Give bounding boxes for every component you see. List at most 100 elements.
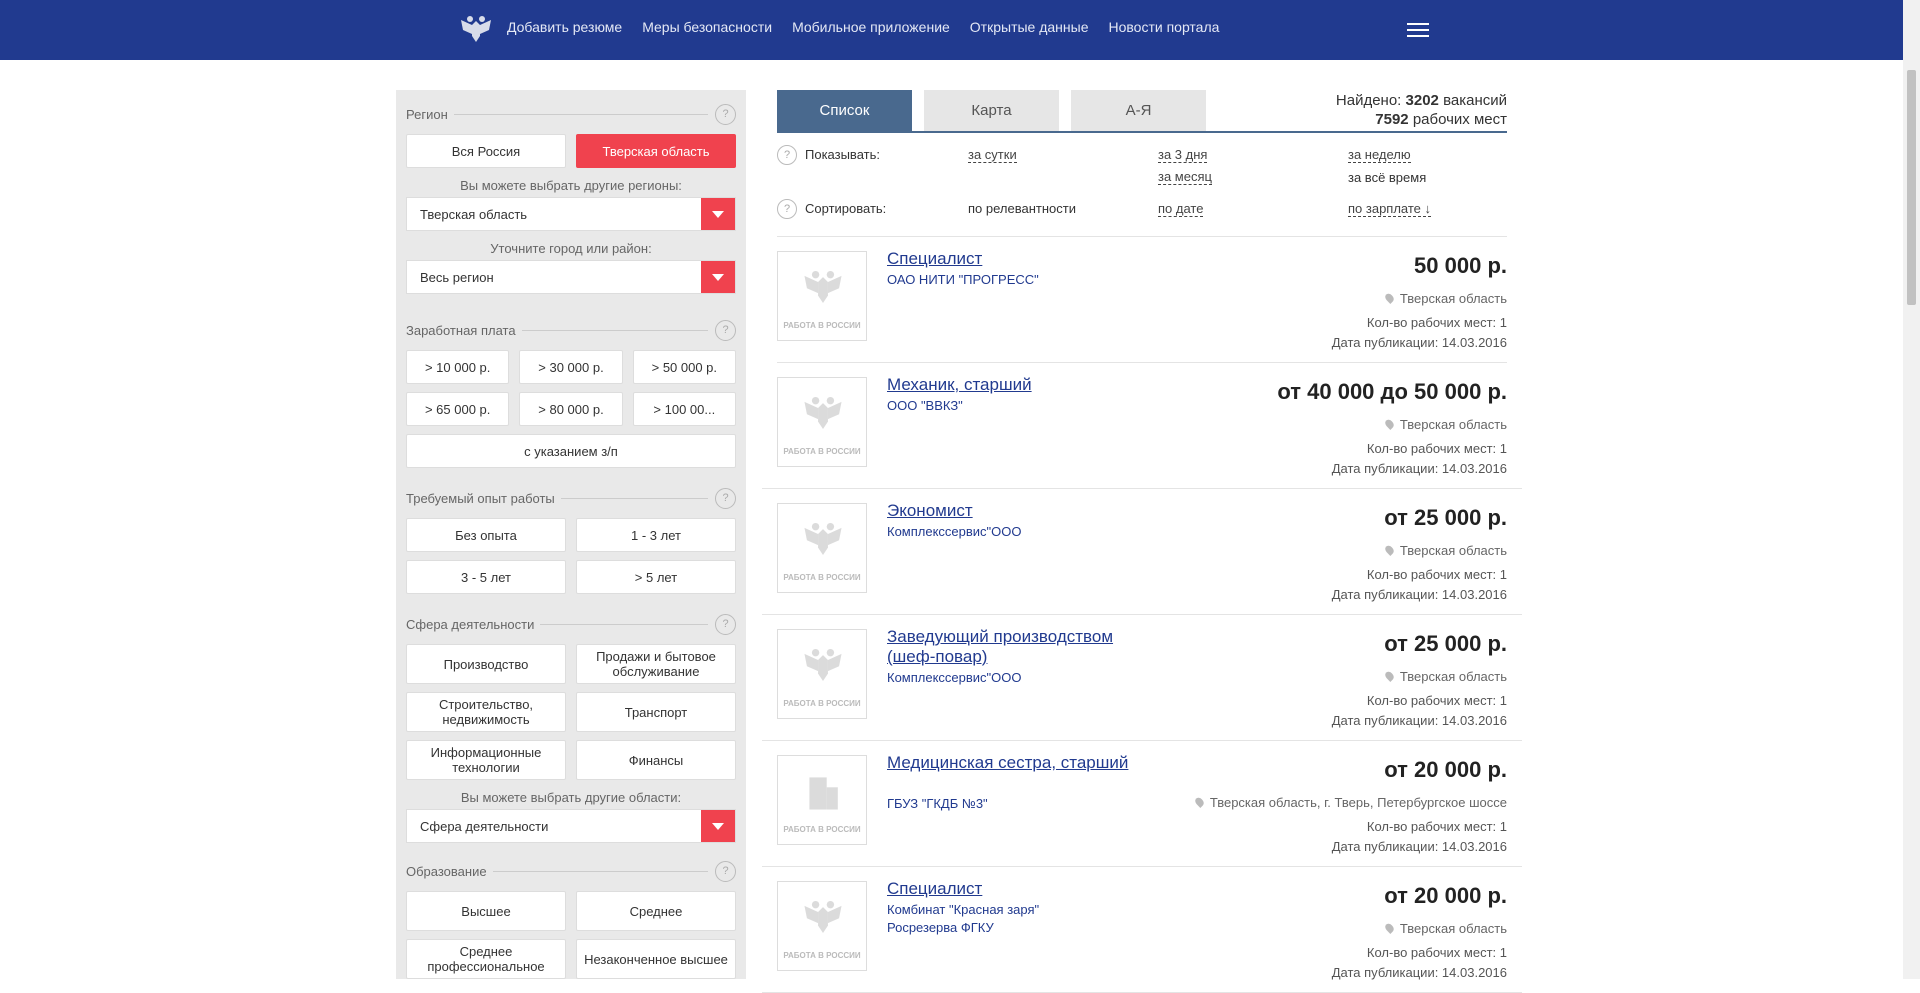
other-spheres-label: Вы можете выбрать другие области: bbox=[460, 790, 682, 805]
company-logo-placeholder: РАБОТА В РОССИИ bbox=[777, 377, 867, 467]
chevron-down-icon[interactable] bbox=[701, 261, 735, 293]
education-section-title: Образование ? bbox=[406, 859, 736, 883]
education-option-button[interactable]: Незаконченное высшее bbox=[576, 939, 736, 979]
nav-mobile-app[interactable]: Мобильное приложение bbox=[792, 19, 950, 35]
view-tabs: Список Карта А-Я Найдено: 3202 вакансий … bbox=[777, 90, 1507, 133]
sphere-option-button[interactable]: Продажи и бытовое обслуживание bbox=[576, 644, 736, 684]
sort-relevance[interactable]: по релевантности bbox=[968, 201, 1076, 216]
nav-add-resume[interactable]: Добавить резюме bbox=[507, 19, 623, 35]
emblem-icon bbox=[804, 522, 842, 556]
period-3days-link[interactable]: за 3 дня bbox=[1158, 147, 1208, 163]
help-icon[interactable]: ? bbox=[777, 145, 797, 165]
experience-option-button[interactable]: Без опыта bbox=[406, 518, 566, 552]
tab-a-z[interactable]: А-Я bbox=[1071, 90, 1206, 131]
location-pin-icon bbox=[1383, 292, 1396, 304]
period-all-time[interactable]: за всё время bbox=[1348, 170, 1427, 185]
vacancy-card: РАБОТА В РОССИИ Специалист ОАО НИТИ "ПРО… bbox=[777, 237, 1507, 363]
russian-emblem-icon[interactable] bbox=[459, 12, 493, 46]
sphere-option-button[interactable]: Строительство, недвижимость bbox=[406, 692, 566, 732]
period-week-link[interactable]: за неделю bbox=[1348, 147, 1411, 163]
vacancy-results: Список Карта А-Я Найдено: 3202 вакансий … bbox=[762, 90, 1522, 993]
tab-list[interactable]: Список bbox=[777, 90, 912, 131]
region-select[interactable]: Тверская область bbox=[406, 197, 736, 231]
education-option-button[interactable]: Высшее bbox=[406, 891, 566, 931]
vacancy-salary: от 25 000 р. bbox=[1384, 505, 1507, 530]
vacancy-salary: от 20 000 р. bbox=[1384, 757, 1507, 782]
vacancy-company: Комбинат "Красная заря" bbox=[887, 902, 1040, 917]
salary-option-button[interactable]: > 30 000 р. bbox=[519, 350, 623, 384]
chevron-down-icon[interactable] bbox=[701, 198, 735, 230]
sort-by-salary-link[interactable]: по зарплате ↓ bbox=[1348, 201, 1432, 217]
company-logo-placeholder: РАБОТА В РОССИИ bbox=[777, 755, 867, 845]
vacancy-date: Дата публикации: 14.03.2016 bbox=[1331, 335, 1507, 350]
salary-option-button[interactable]: > 65 000 р. bbox=[406, 392, 510, 426]
help-icon[interactable]: ? bbox=[715, 104, 736, 125]
sphere-select[interactable]: Сфера деятельности bbox=[406, 809, 736, 843]
tab-map[interactable]: Карта bbox=[924, 90, 1059, 131]
help-icon[interactable]: ? bbox=[715, 320, 736, 341]
vacancy-title-link[interactable]: Заведующий производством (шеф-повар) bbox=[887, 627, 1114, 666]
vacancy-places: Кол-во рабочих мест: 1 bbox=[1366, 693, 1507, 708]
education-option-button[interactable]: Среднее bbox=[576, 891, 736, 931]
salary-option-button[interactable]: > 50 000 р. bbox=[632, 350, 736, 384]
company-logo-placeholder: РАБОТА В РОССИИ bbox=[777, 629, 867, 719]
sphere-option-button[interactable]: Производство bbox=[406, 644, 566, 684]
page-scrollbar[interactable] bbox=[1903, 0, 1920, 979]
vacancy-date: Дата публикации: 14.03.2016 bbox=[1331, 461, 1507, 476]
education-option-button[interactable]: Среднее профессиональное bbox=[406, 939, 566, 979]
city-select[interactable]: Весь регион bbox=[406, 260, 736, 294]
salary-option-button[interactable]: > 100 00... bbox=[632, 392, 736, 426]
vacancy-date: Дата публикации: 14.03.2016 bbox=[1331, 965, 1507, 980]
vacancy-location: Тверская область bbox=[1383, 921, 1507, 936]
vacancy-location: Тверская область bbox=[1383, 291, 1507, 306]
company-logo-placeholder: РАБОТА В РОССИИ bbox=[777, 251, 867, 341]
vacancy-title-link[interactable]: Механик, старший bbox=[887, 375, 1032, 394]
sphere-option-button[interactable]: Финансы bbox=[576, 740, 736, 780]
vacancy-location: Тверская область bbox=[1383, 669, 1507, 684]
vacancy-location: Тверская область bbox=[1383, 417, 1507, 432]
vacancy-title-link[interactable]: Специалист bbox=[887, 249, 983, 268]
vacancy-title-link[interactable]: Медицинская сестра, старший bbox=[887, 753, 1129, 772]
emblem-icon bbox=[804, 270, 842, 304]
location-pin-icon bbox=[1383, 544, 1396, 556]
sort-by-date-link[interactable]: по дате bbox=[1158, 201, 1204, 217]
salary-option-button[interactable]: > 80 000 р. bbox=[519, 392, 623, 426]
top-navigation-bar: Добавить резюме Меры безопасности Мобиль… bbox=[0, 0, 1903, 60]
nav-safety-measures[interactable]: Меры безопасности bbox=[642, 19, 773, 35]
scrollbar-thumb[interactable] bbox=[1907, 70, 1916, 305]
region-all-russia-button[interactable]: Вся Россия bbox=[406, 134, 566, 168]
menu-icon[interactable] bbox=[1407, 23, 1429, 39]
vacancy-location: Тверская область, г. Тверь, Петербургско… bbox=[1193, 795, 1507, 810]
vacancy-places: Кол-во рабочих мест: 1 bbox=[1366, 945, 1507, 960]
period-month-link[interactable]: за месяц bbox=[1158, 169, 1212, 185]
chevron-down-icon[interactable] bbox=[701, 810, 735, 842]
help-icon[interactable]: ? bbox=[715, 614, 736, 635]
vacancy-company: ООО "ВВКЗ" bbox=[887, 398, 963, 413]
salary-option-button[interactable]: > 10 000 р. bbox=[406, 350, 510, 384]
nav-open-data[interactable]: Открытые данные bbox=[969, 19, 1089, 35]
region-selected-button[interactable]: Тверская область bbox=[576, 134, 736, 168]
location-pin-icon bbox=[1193, 796, 1206, 808]
with-salary-button[interactable]: с указанием з/п bbox=[406, 434, 736, 468]
sphere-option-button[interactable]: Информационные технологии bbox=[406, 740, 566, 780]
vacancy-title-link[interactable]: Специалист bbox=[887, 879, 983, 898]
period-day-link[interactable]: за сутки bbox=[968, 147, 1017, 163]
period-sort-filters: ? Показывать: за сутки за 3 дня за недел… bbox=[777, 133, 1507, 237]
experience-option-button[interactable]: 3 - 5 лет bbox=[406, 560, 566, 594]
experience-option-button[interactable]: 1 - 3 лет bbox=[576, 518, 736, 552]
help-icon[interactable]: ? bbox=[715, 861, 736, 882]
help-icon[interactable]: ? bbox=[777, 199, 797, 219]
experience-option-button[interactable]: > 5 лет bbox=[576, 560, 736, 594]
vacancy-card: РАБОТА В РОССИИ Специалист Комбинат "Кра… bbox=[762, 867, 1522, 993]
nav-portal-news[interactable]: Новости портала bbox=[1108, 19, 1220, 35]
vacancy-title-link[interactable]: Экономист bbox=[887, 501, 973, 520]
vacancy-salary: от 40 000 до 50 000 р. bbox=[1277, 379, 1507, 404]
location-pin-icon bbox=[1383, 670, 1396, 682]
help-icon[interactable]: ? bbox=[715, 488, 736, 509]
sphere-option-button[interactable]: Транспорт bbox=[576, 692, 736, 732]
vacancy-salary: 50 000 р. bbox=[1414, 253, 1507, 278]
vacancy-salary: от 20 000 р. bbox=[1384, 883, 1507, 908]
vacancy-company: Комплекссервис"ООО bbox=[887, 524, 1022, 539]
vacancy-date: Дата публикации: 14.03.2016 bbox=[1331, 839, 1507, 854]
vacancy-company-line2: Росрезерва ФГКУ bbox=[887, 920, 994, 935]
